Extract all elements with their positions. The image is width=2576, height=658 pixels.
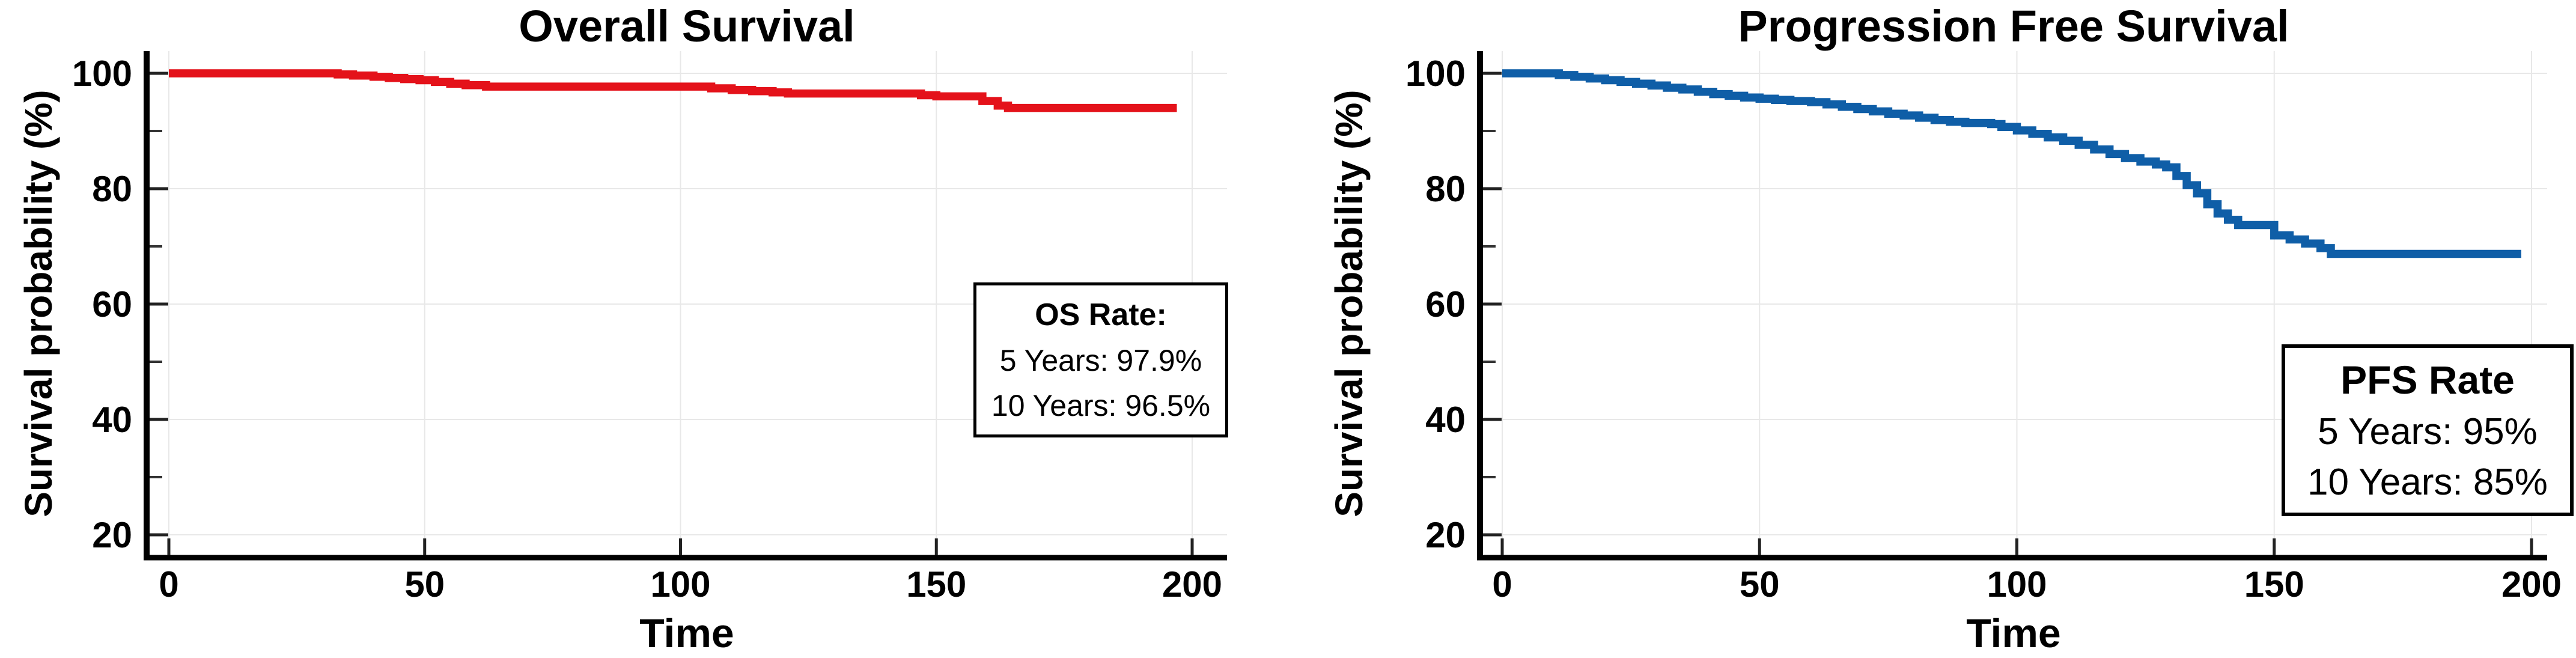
x-tick-label: 100: [1987, 564, 2047, 605]
pfs-rate-annotation: PFS Rate 5 Years: 95% 10 Years: 85%: [2282, 344, 2574, 516]
y-tick-label: 80: [92, 169, 132, 209]
os-rate-annotation: OS Rate: 5 Years: 97.9% 10 Years: 96.5%: [973, 282, 1228, 437]
x-tick-label: 150: [2244, 564, 2304, 605]
x-tick-label: 0: [159, 564, 178, 605]
survival-curve: [1502, 69, 2521, 258]
annotation-line: 5 Years: 97.9%: [999, 344, 1202, 377]
x-axis-label: Time: [639, 611, 734, 656]
y-tick-label: 40: [1425, 400, 1466, 440]
y-tick-label: 20: [92, 515, 132, 555]
y-tick-label: 20: [1425, 515, 1466, 555]
overall-survival-panel: Overall Survival Survival probability (%…: [17, 1, 1228, 656]
annotation-title: OS Rate:: [1035, 297, 1167, 332]
x-tick-label: 100: [650, 564, 710, 605]
x-tick-label: 200: [1162, 564, 1222, 605]
y-tick-label: 100: [1405, 53, 1466, 94]
x-tick-label: 200: [2501, 564, 2562, 605]
y-tick-label: 60: [1425, 284, 1466, 324]
page-title: Progression Free Survival: [1738, 1, 2289, 51]
progression-free-survival-panel: Progression Free Survival Survival proba…: [1288, 0, 2575, 658]
y-tick-label: 100: [72, 53, 132, 94]
x-tick-label: 50: [1740, 564, 1780, 605]
x-tick-label: 50: [404, 564, 445, 605]
page-title: Overall Survival: [519, 1, 855, 51]
x-tick-label: 0: [1492, 564, 1512, 605]
annotation-line: 5 Years: 95%: [2318, 410, 2538, 452]
annotation-title: PFS Rate: [2340, 357, 2515, 402]
y-tick-label: 40: [92, 400, 132, 440]
y-tick-label: 80: [1425, 169, 1466, 209]
y-tick-label: 60: [92, 284, 132, 324]
x-tick-label: 150: [906, 564, 966, 605]
annotation-line: 10 Years: 96.5%: [991, 389, 1211, 422]
x-axis-label: Time: [1966, 611, 2061, 656]
annotation-line: 10 Years: 85%: [2307, 461, 2548, 503]
survival-curve: [169, 69, 1177, 112]
